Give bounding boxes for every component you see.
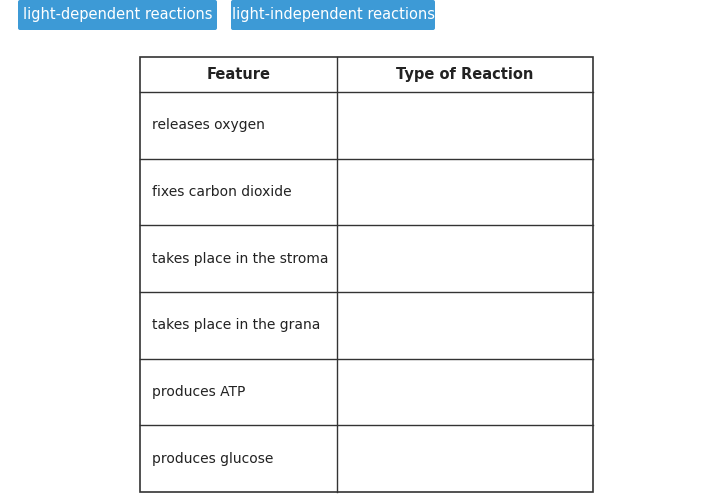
Text: produces ATP: produces ATP: [152, 385, 245, 399]
Text: Type of Reaction: Type of Reaction: [396, 67, 533, 82]
Text: takes place in the grana: takes place in the grana: [152, 318, 320, 332]
Text: produces glucose: produces glucose: [152, 452, 273, 466]
FancyBboxPatch shape: [231, 0, 435, 30]
Text: Feature: Feature: [207, 67, 271, 82]
Text: takes place in the stroma: takes place in the stroma: [152, 252, 329, 266]
Text: releases oxygen: releases oxygen: [152, 118, 265, 132]
FancyBboxPatch shape: [18, 0, 217, 30]
Bar: [140, 57, 593, 492]
Text: fixes carbon dioxide: fixes carbon dioxide: [152, 185, 292, 199]
Text: light-independent reactions: light-independent reactions: [231, 8, 435, 22]
Text: light-dependent reactions: light-dependent reactions: [22, 8, 212, 22]
